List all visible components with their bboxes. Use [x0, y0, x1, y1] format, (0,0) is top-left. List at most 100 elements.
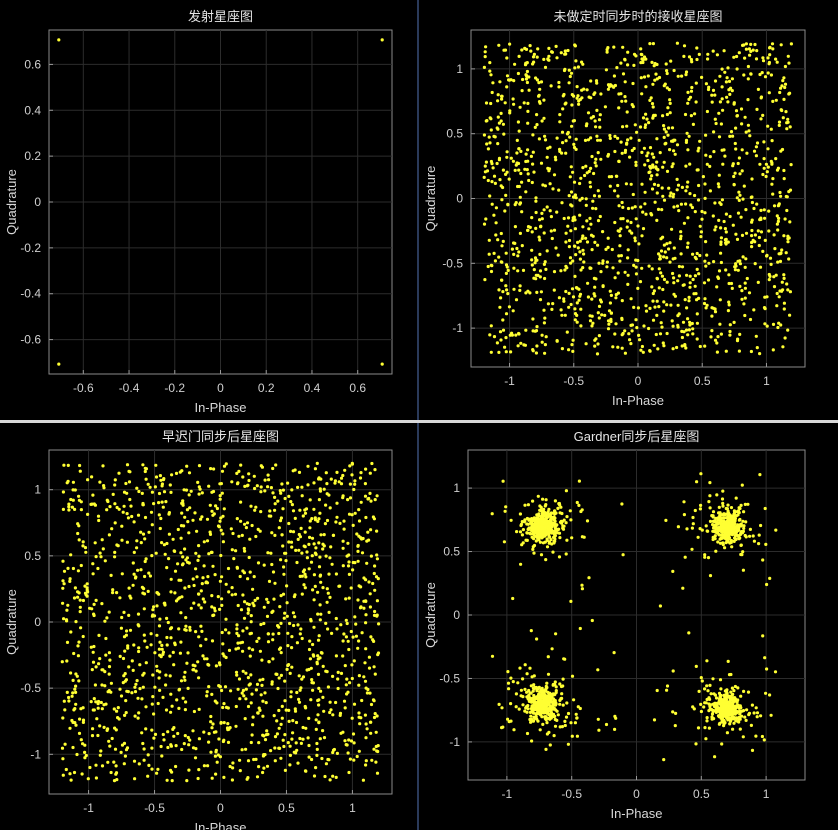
data-point: [581, 225, 585, 229]
data-point: [126, 690, 130, 694]
data-point: [286, 644, 290, 648]
data-point: [580, 583, 584, 587]
data-point: [353, 511, 357, 515]
data-point: [562, 92, 566, 97]
data-point: [594, 207, 598, 211]
data-point: [730, 520, 734, 524]
data-point: [311, 653, 315, 657]
data-point: [535, 290, 539, 294]
data-point: [324, 554, 328, 558]
data-point: [691, 332, 695, 336]
data-point: [186, 560, 190, 564]
data-point: [511, 159, 515, 163]
data-point: [706, 52, 710, 56]
data-point: [98, 657, 102, 661]
data-point: [705, 719, 709, 723]
data-point: [291, 731, 295, 735]
data-point: [153, 651, 157, 655]
data-point: [662, 277, 667, 282]
data-point: [718, 694, 722, 698]
data-point: [341, 639, 345, 643]
data-point: [91, 660, 96, 664]
data-point: [244, 671, 248, 675]
data-point: [200, 629, 204, 633]
data-point: [732, 55, 736, 59]
data-point: [717, 505, 721, 509]
data-point: [563, 102, 567, 106]
data-point: [736, 513, 740, 517]
data-point: [710, 306, 714, 310]
data-point: [373, 712, 377, 716]
data-point: [553, 680, 557, 684]
data-point: [556, 506, 560, 510]
data-point: [273, 533, 277, 537]
data-point: [522, 343, 526, 347]
data-point: [668, 101, 672, 105]
data-point: [490, 202, 494, 206]
data-point: [249, 504, 253, 508]
data-point: [345, 677, 349, 681]
data-point: [100, 707, 104, 711]
data-point: [210, 509, 214, 513]
data-point: [598, 214, 602, 219]
data-point: [289, 540, 294, 544]
data-point: [676, 183, 681, 187]
data-point: [345, 621, 349, 626]
data-point: [62, 463, 66, 467]
data-point: [705, 529, 709, 533]
data-point: [526, 289, 530, 293]
data-point: [589, 166, 593, 170]
data-point: [531, 526, 536, 530]
data-point: [688, 323, 692, 327]
data-point: [542, 116, 546, 120]
data-point: [327, 572, 331, 576]
data-point: [524, 152, 528, 156]
data-point: [165, 635, 169, 640]
data-point: [224, 462, 228, 466]
data-point: [482, 133, 486, 137]
data-point: [744, 535, 748, 539]
data-point: [607, 322, 611, 326]
data-point: [230, 548, 234, 552]
data-point: [549, 215, 553, 219]
data-point: [511, 596, 515, 601]
data-point: [763, 506, 767, 511]
data-point: [492, 174, 497, 178]
data-point: [496, 238, 500, 242]
data-point: [512, 241, 516, 245]
data-point: [689, 114, 693, 118]
data-point: [776, 260, 780, 264]
data-point: [165, 566, 169, 570]
data-point: [530, 528, 534, 532]
data-point: [719, 251, 723, 255]
data-point: [734, 706, 738, 710]
data-point: [746, 690, 751, 694]
data-point: [317, 517, 321, 521]
data-point: [723, 697, 727, 701]
data-point: [277, 526, 281, 530]
data-point: [158, 474, 162, 478]
data-point: [573, 66, 577, 70]
data-point: [493, 181, 497, 185]
data-point: [754, 154, 758, 158]
data-point: [255, 484, 259, 488]
data-point: [654, 332, 658, 337]
data-point: [574, 286, 579, 290]
data-point: [490, 512, 494, 516]
data-point: [517, 54, 521, 59]
data-point: [733, 268, 737, 272]
data-point: [769, 159, 773, 163]
data-point: [297, 674, 301, 678]
data-point: [672, 246, 676, 250]
data-point: [301, 570, 305, 574]
data-point: [725, 731, 729, 735]
data-point: [239, 608, 244, 612]
data-point: [714, 530, 718, 534]
data-point: [775, 60, 779, 64]
data-point: [571, 338, 575, 342]
data-point: [141, 463, 145, 467]
x-tick-label: -1: [502, 787, 513, 801]
data-point: [594, 277, 598, 281]
data-point: [142, 587, 146, 591]
data-point: [302, 583, 306, 587]
